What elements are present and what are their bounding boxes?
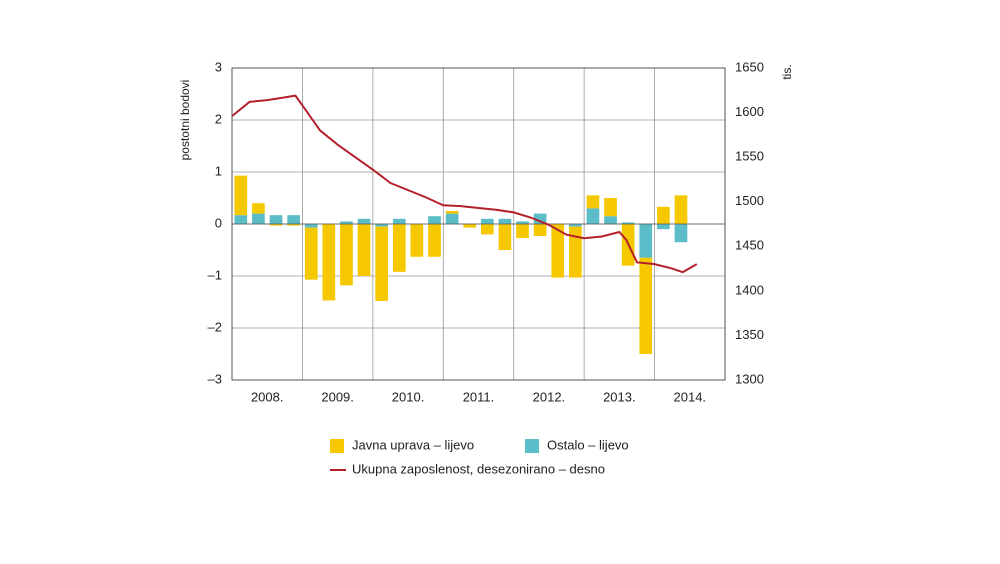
bar: [516, 224, 529, 239]
bar: [252, 203, 265, 214]
bar: [304, 227, 318, 280]
x-tick-label: 2009.: [321, 389, 354, 404]
bar: [357, 224, 371, 276]
bar: [533, 224, 547, 236]
y-tick-label: 2: [215, 111, 222, 126]
legend-swatch: [525, 439, 539, 453]
bar: [674, 224, 688, 243]
y-tick-label: 0: [215, 215, 222, 230]
legend-swatch: [330, 439, 344, 453]
y-tick-label: –3: [208, 371, 222, 386]
bar: [498, 224, 512, 250]
bar: [304, 224, 318, 228]
x-tick-label: 2012.: [533, 389, 566, 404]
bar: [340, 221, 353, 224]
y-axis-label: postotni bodovi: [178, 80, 192, 161]
plot-frame: [231, 67, 726, 381]
x-tick-label: 2008.: [251, 389, 284, 404]
y2-tick-label: 1450: [735, 238, 764, 253]
y-tick-label: 1: [215, 163, 222, 178]
bar: [392, 224, 406, 272]
bar: [604, 216, 617, 224]
bar: [463, 224, 477, 228]
bar: [445, 213, 459, 224]
bar: [586, 195, 600, 209]
x-tick-label: 2013.: [603, 389, 636, 404]
bar: [287, 215, 300, 224]
y2-tick-label: 1300: [735, 371, 764, 386]
bar: [516, 221, 529, 224]
bar: [322, 224, 336, 301]
y2-tick-label: 1500: [735, 193, 764, 208]
line: [231, 94, 698, 274]
y-tick-label: –2: [208, 319, 222, 334]
y2-tick-label: 1400: [735, 282, 764, 297]
bar: [533, 213, 547, 224]
bar: [410, 224, 424, 257]
bar: [639, 224, 653, 258]
y2-tick-label: 1350: [735, 327, 764, 342]
bar: [445, 211, 459, 214]
bar: [551, 224, 565, 278]
x-tick-label: 2010.: [392, 389, 425, 404]
bar: [569, 226, 582, 278]
bar: [375, 224, 388, 227]
bar: [657, 224, 670, 230]
y2-axis-label: tis.: [780, 64, 794, 79]
bar: [498, 218, 512, 224]
bar: [428, 224, 441, 257]
bar: [357, 218, 371, 224]
bar: [569, 224, 582, 227]
bar: [375, 226, 388, 301]
x-tick-label: 2014.: [674, 389, 707, 404]
bar: [621, 222, 635, 224]
y2-tick-label: 1550: [735, 149, 764, 164]
bar: [392, 218, 406, 224]
bar: [269, 215, 283, 224]
bar: [428, 216, 441, 224]
bar: [234, 215, 248, 224]
bar: [604, 198, 617, 217]
bar: [657, 206, 670, 224]
y-tick-label: 3: [215, 59, 222, 74]
x-tick-label: 2011.: [463, 389, 495, 404]
bar: [586, 208, 600, 224]
y2-tick-label: 1650: [735, 59, 764, 74]
bar: [269, 224, 283, 226]
bar: [234, 175, 248, 216]
bar: [252, 213, 265, 224]
y-tick-label: –1: [208, 267, 222, 282]
legend-label: Javna uprava – lijevo: [352, 437, 474, 452]
y2-tick-label: 1600: [735, 104, 764, 119]
legend-label: Ukupna zaposlenost, desezonirano – desno: [352, 461, 605, 476]
bar: [287, 224, 300, 226]
bar: [480, 218, 494, 224]
bar: [639, 257, 653, 354]
bar: [480, 224, 494, 235]
bar: [674, 195, 688, 224]
legend-label: Ostalo – lijevo: [547, 437, 629, 452]
bar: [340, 224, 353, 286]
